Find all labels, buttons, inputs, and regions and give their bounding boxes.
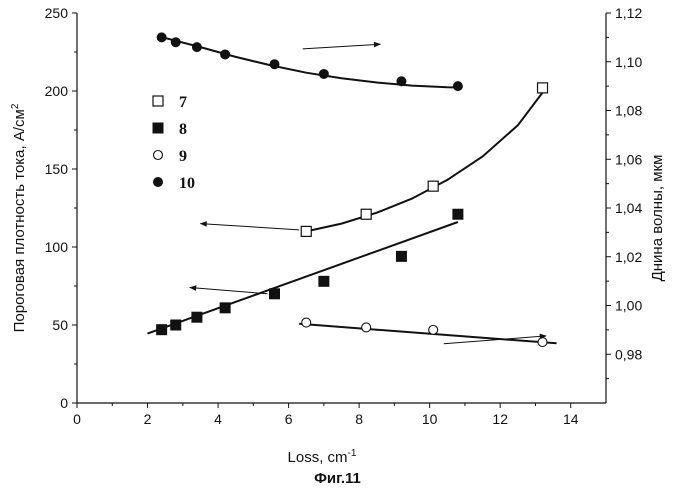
point-series-10	[453, 82, 462, 91]
y2-tick-label: 1,04	[615, 200, 642, 216]
arrow-to-left-axis	[200, 224, 299, 230]
point-series-10	[397, 77, 406, 86]
y2-tick-label: 1,10	[615, 54, 642, 70]
y2-tick-label: 1,12	[615, 5, 642, 21]
y-axis-title: Пороговая плотность тока, A/см2	[10, 103, 28, 332]
x-axis-title: Loss, cm-1	[288, 448, 357, 466]
point-series-7	[538, 83, 548, 93]
point-series-9	[429, 325, 438, 334]
point-series-9	[302, 318, 311, 327]
legend: 7 8 9 10	[153, 94, 195, 192]
x-tick-label: 2	[144, 411, 152, 427]
point-series-10	[171, 38, 180, 47]
axes	[77, 13, 606, 403]
y2-tick-label: 0,98	[615, 346, 642, 362]
x-tick-label: 6	[285, 411, 293, 427]
y2-axis-title: Днина волны, мкм	[649, 155, 666, 282]
y2-tick-label: 1,06	[615, 151, 642, 167]
legend-label-10: 10	[179, 175, 195, 192]
point-series-10	[221, 50, 230, 59]
y2-tick-label: 1,08	[615, 103, 642, 119]
point-series-8	[319, 276, 329, 286]
arrow-to-right-axis	[303, 44, 381, 49]
point-series-8	[157, 325, 167, 335]
fit-curves	[148, 36, 557, 343]
x-tick-label: 0	[73, 411, 81, 427]
x-tick-label: 14	[563, 411, 579, 427]
point-series-10	[319, 69, 328, 78]
point-series-8	[453, 209, 463, 219]
x-tick-label: 10	[422, 411, 438, 427]
legend-label-7: 7	[179, 94, 187, 111]
legend-label-8: 8	[179, 121, 187, 138]
chart: 0 2 4 6 8 10 12 14 0 50 100 150 200 250 0,98 1,00 1,02 1,…	[0, 0, 675, 470]
y-tick-label: 200	[45, 83, 69, 99]
arrow-to-left-axis	[190, 288, 268, 294]
point-series-8	[269, 289, 279, 299]
y-tick-label: 100	[45, 239, 69, 255]
legend-label-9: 9	[179, 148, 187, 165]
point-series-10	[157, 33, 166, 42]
point-series-8	[220, 303, 230, 313]
fit-line-series-10	[158, 36, 461, 87]
legend-marker-7	[153, 96, 163, 106]
point-series-8	[171, 320, 181, 330]
point-series-8	[192, 312, 202, 322]
point-series-9	[362, 323, 371, 332]
y-tick-label: 150	[45, 161, 69, 177]
legend-marker-8	[153, 123, 163, 133]
fit-line-series-9	[299, 324, 556, 344]
y-tick-label: 250	[45, 5, 69, 21]
legend-marker-10	[154, 178, 163, 187]
point-series-10	[192, 43, 201, 52]
y-tick-label: 0	[60, 395, 68, 411]
figure-caption: Фиг.11	[0, 470, 675, 487]
fit-line-series-7	[306, 93, 542, 232]
x-tick-label: 12	[492, 411, 508, 427]
point-series-7	[301, 226, 311, 236]
y2-tick-label: 1,00	[615, 298, 642, 314]
point-series-10	[270, 60, 279, 69]
point-series-7	[428, 181, 438, 191]
x-tick-label: 4	[214, 411, 222, 427]
point-series-8	[396, 251, 406, 261]
x-tick-label: 8	[355, 411, 363, 427]
y2-tick-label: 1,02	[615, 249, 642, 265]
point-series-7	[361, 209, 371, 219]
y-tick-label: 50	[52, 317, 68, 333]
arrow-to-right-axis	[444, 336, 546, 344]
legend-marker-9	[154, 151, 163, 160]
point-series-9	[538, 338, 547, 347]
ticks: 0 2 4 6 8 10 12 14 0 50 100 150 200 250 0,98 1,00 1,02 1,…	[45, 5, 643, 427]
